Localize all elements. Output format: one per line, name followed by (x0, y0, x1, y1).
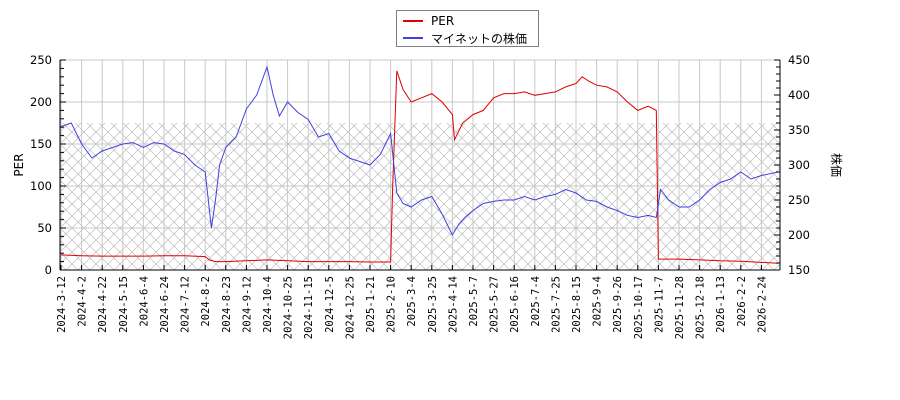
x-tick-label: 2024-7-12 (180, 276, 192, 333)
x-tick-label: 2025-3-25 (427, 276, 439, 333)
x-tick-label: 2025-4-14 (447, 276, 459, 333)
axes (59, 59, 781, 271)
grid-lines (60, 59, 780, 271)
y-axis-tick-labels: 0 50 100 150 200 250 150 200 250 300 350 400 450 (30, 53, 810, 277)
legend-item-stock-price: マイネットの株価 (403, 30, 527, 46)
x-tick-label: 2025-7-25 (550, 276, 562, 333)
x-tick-label: 2025-1-21 (365, 276, 377, 333)
chart-legend: PER マイネットの株価 (396, 10, 539, 47)
stock-price-line (60, 65, 779, 237)
x-tick-label: 2025-5-27 (489, 276, 501, 333)
x-tick-label: 2024-4-22 (97, 276, 109, 333)
legend-swatch-blue-line (403, 37, 423, 39)
x-tick-label: 2024-11-15 (303, 276, 315, 339)
x-tick-label: 2024-12-5 (324, 276, 336, 333)
x-tick-label: 2025-12-18 (695, 276, 707, 339)
right-y-tick-label: 250 (788, 193, 810, 207)
x-tick-label: 2025-6-16 (509, 276, 521, 333)
x-tick-label: 2026-2-2 (736, 276, 748, 327)
left-y-tick-label: 200 (30, 95, 52, 109)
x-tick-label: 2025-2-10 (386, 276, 398, 333)
x-tick-label: 2025-5-7 (468, 276, 480, 327)
right-y-tick-label: 150 (788, 263, 810, 277)
series-lines (60, 65, 779, 264)
x-tick-label: 2025-9-4 (592, 276, 604, 327)
x-axis-tick-labels: 2024-3-12 2024-4-2 2024-4-22 2024-5-15 2024-… (56, 276, 768, 339)
right-y-tick-label: 300 (788, 158, 810, 172)
legend-item-per: PER (403, 13, 454, 29)
legend-label: マイネットの株価 (431, 31, 528, 46)
right-y-tick-label: 350 (788, 123, 810, 137)
x-tick-label: 2025-11-7 (653, 276, 665, 333)
legend-label: PER (431, 14, 455, 28)
left-y-tick-label: 50 (37, 221, 52, 235)
x-tick-label: 2025-8-15 (571, 276, 583, 333)
x-tick-label: 2025-7-4 (530, 276, 542, 327)
left-axis-title: PER (12, 153, 26, 176)
left-y-tick-label: 100 (30, 179, 52, 193)
x-tick-label: 2024-3-12 (56, 276, 68, 333)
x-tick-label: 2025-9-26 (612, 276, 624, 333)
left-y-tick-label: 150 (30, 137, 52, 151)
right-y-tick-label: 400 (788, 88, 810, 102)
x-tick-label: 2024-12-25 (344, 276, 356, 339)
hatched-range-region (60, 123, 780, 270)
legend-swatch-red-line (403, 20, 423, 22)
x-tick-label: 2024-10-4 (262, 276, 274, 333)
per-line (60, 70, 778, 264)
left-y-tick-label: 250 (30, 53, 52, 67)
right-y-tick-label: 450 (788, 53, 810, 67)
x-tick-label: 2024-6-24 (159, 276, 171, 333)
right-y-tick-label: 200 (788, 228, 810, 242)
right-axis-title: 株価 (829, 153, 844, 177)
left-y-tick-label: 0 (45, 263, 52, 277)
x-tick-label: 2026-1-13 (715, 276, 727, 333)
x-tick-label: 2024-6-4 (138, 276, 150, 327)
x-tick-label: 2026-2-24 (756, 276, 768, 333)
x-tick-label: 2024-8-23 (221, 276, 233, 333)
x-tick-label: 2024-5-15 (118, 276, 130, 333)
x-tick-label: 2024-8-2 (200, 276, 212, 327)
x-tick-label: 2025-11-28 (674, 276, 686, 339)
x-tick-label: 2025-10-17 (633, 276, 645, 339)
x-tick-label: 2025-3-4 (406, 276, 418, 327)
x-tick-label: 2024-9-12 (241, 276, 253, 333)
x-tick-label: 2024-10-25 (283, 276, 295, 339)
x-tick-label: 2024-4-2 (77, 276, 89, 327)
